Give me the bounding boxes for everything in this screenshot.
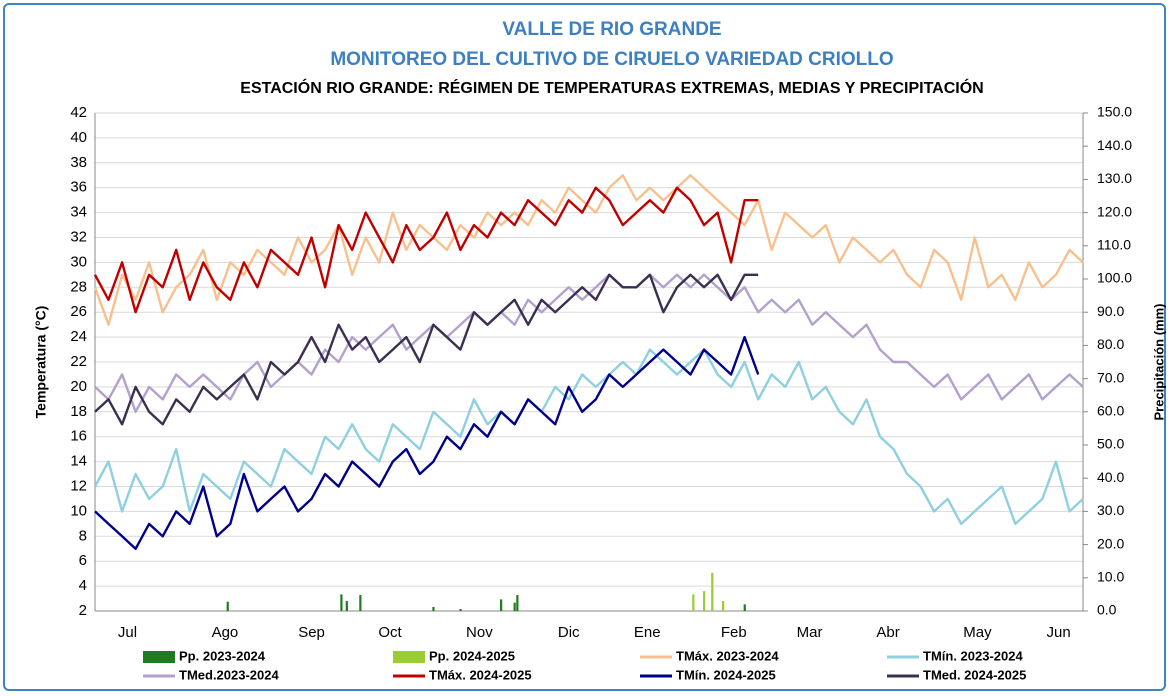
legend-label: TMed. 2024-2025 — [923, 667, 1026, 682]
chart-frame — [3, 3, 1166, 691]
precip-bar — [692, 594, 695, 611]
temp-line — [93, 186, 759, 314]
chart-title-2: MONITOREO DEL CULTIVO DE CIRUELO VARIEDA… — [330, 49, 893, 70]
x-tick-label: Ago — [212, 624, 239, 641]
legend-label: TMín. 2023-2024 — [923, 648, 1023, 663]
precip-bar — [711, 572, 714, 611]
x-tick-label: Abr — [876, 624, 899, 641]
y2-tick-label: 100.0 — [1097, 270, 1132, 286]
y-tick-label: 8 — [79, 527, 87, 544]
y2-tick-label: 140.0 — [1097, 137, 1132, 153]
y2-tick-label: 40.0 — [1097, 469, 1124, 485]
y-tick-label: 22 — [70, 353, 87, 370]
y-tick-label: 32 — [70, 228, 87, 245]
y-tick-label: 38 — [70, 154, 87, 171]
y-tick-label: 4 — [79, 577, 87, 594]
temp-line — [93, 348, 1084, 526]
x-tick-label: May — [963, 624, 992, 641]
precip-bar — [513, 602, 516, 611]
y2-tick-label: 70.0 — [1097, 369, 1124, 385]
temp-line — [93, 174, 1084, 326]
y-axis-label: Temperatura (°C) — [33, 306, 49, 419]
x-tick-label: Dic — [558, 624, 580, 641]
precip-bar — [721, 601, 725, 611]
y-tick-label: 26 — [70, 303, 87, 320]
precip-bar — [432, 607, 435, 611]
y-tick-label: 18 — [70, 403, 87, 420]
legend-label: TMáx. 2023-2024 — [676, 648, 779, 663]
x-tick-label: Mar — [797, 624, 823, 641]
y-tick-label: 40 — [70, 129, 87, 146]
y2-tick-label: 30.0 — [1097, 502, 1124, 518]
y-tick-label: 12 — [70, 477, 87, 494]
y2-axis-label: Precipitación (mm) — [1151, 303, 1166, 420]
y2-tick-label: 10.0 — [1097, 569, 1124, 585]
y2-tick-label: 120.0 — [1097, 203, 1132, 219]
y-tick-label: 30 — [70, 253, 87, 270]
y2-tick-label: 60.0 — [1097, 403, 1124, 419]
y-tick-label: 24 — [70, 328, 87, 345]
y2-tick-label: 110.0 — [1097, 237, 1131, 253]
y-tick-label: 16 — [70, 428, 87, 445]
y2-tick-label: 50.0 — [1097, 436, 1124, 452]
precip-bar — [500, 599, 503, 611]
legend-label: Pp. 2024-2025 — [429, 648, 515, 663]
temp-line — [94, 273, 1084, 413]
y2-tick-label: 150.0 — [1097, 104, 1132, 120]
y2-tick-label: 80.0 — [1097, 336, 1124, 352]
y-tick-label: 36 — [70, 179, 87, 196]
legend-label: TMed.2023-2024 — [179, 667, 279, 682]
legend-label: Pp. 2023-2024 — [179, 648, 266, 663]
y2-tick-label: 20.0 — [1097, 535, 1124, 551]
precip-bar — [743, 604, 746, 611]
precip-bar — [359, 595, 362, 611]
precip-bar — [340, 594, 343, 611]
temp-line — [94, 273, 759, 426]
y-tick-label: 42 — [70, 104, 87, 121]
y2-tick-label: 130.0 — [1097, 170, 1132, 186]
x-tick-label: Ene — [634, 624, 661, 641]
y-tick-label: 2 — [79, 602, 87, 619]
precip-bar — [516, 595, 519, 611]
y-tick-label: 10 — [70, 502, 87, 519]
x-tick-label: Nov — [466, 624, 493, 641]
y-tick-label: 28 — [70, 278, 87, 295]
precip-bar — [226, 601, 229, 611]
y2-tick-label: 0.0 — [1097, 602, 1117, 618]
y-tick-label: 34 — [70, 204, 87, 221]
chart-subtitle: ESTACIÓN RIO GRANDE: RÉGIMEN DE TEMPERAT… — [240, 78, 983, 97]
precip-bar — [703, 591, 706, 611]
legend-swatch — [143, 651, 175, 663]
x-tick-label: Feb — [721, 624, 747, 641]
legend-swatch — [393, 651, 425, 663]
y-tick-label: 6 — [79, 552, 87, 569]
legend-label: TMáx. 2024-2025 — [429, 667, 532, 682]
legend-label: TMín. 2024-2025 — [676, 667, 776, 682]
precip-bar — [345, 601, 348, 611]
y-tick-label: 20 — [70, 378, 87, 395]
precip-bar — [459, 609, 462, 611]
y-tick-label: 14 — [70, 453, 87, 470]
y2-tick-label: 90.0 — [1097, 303, 1124, 319]
x-tick-label: Sep — [298, 624, 325, 641]
x-tick-label: Jun — [1047, 624, 1071, 641]
temp-line — [94, 335, 760, 550]
x-tick-label: Oct — [378, 624, 402, 641]
chart-title: VALLE DE RIO GRANDE — [502, 19, 721, 40]
x-tick-label: Jul — [118, 624, 137, 641]
